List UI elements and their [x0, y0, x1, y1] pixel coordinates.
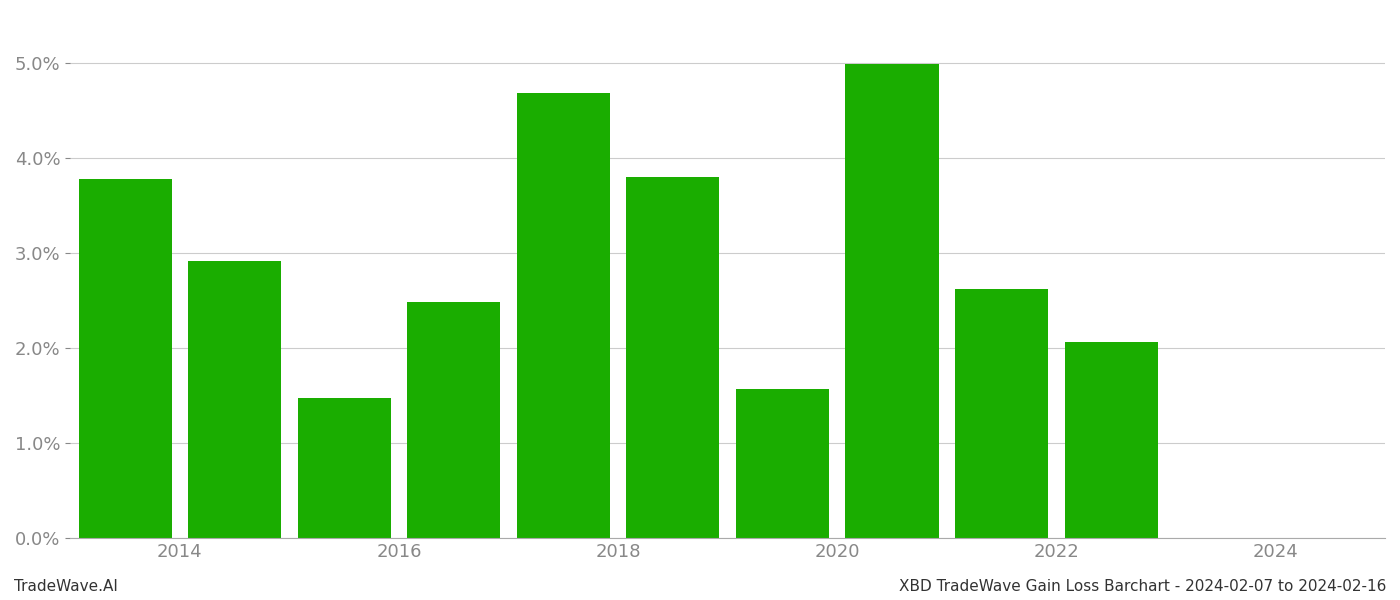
- Bar: [846, 64, 938, 538]
- Text: XBD TradeWave Gain Loss Barchart - 2024-02-07 to 2024-02-16: XBD TradeWave Gain Loss Barchart - 2024-…: [899, 579, 1386, 594]
- Bar: [626, 176, 720, 538]
- Bar: [407, 302, 500, 538]
- Bar: [298, 398, 391, 538]
- Text: TradeWave.AI: TradeWave.AI: [14, 579, 118, 594]
- Bar: [78, 179, 172, 538]
- Bar: [517, 93, 610, 538]
- Bar: [188, 262, 281, 538]
- Bar: [955, 289, 1049, 538]
- Bar: [736, 389, 829, 538]
- Bar: [1064, 342, 1158, 538]
